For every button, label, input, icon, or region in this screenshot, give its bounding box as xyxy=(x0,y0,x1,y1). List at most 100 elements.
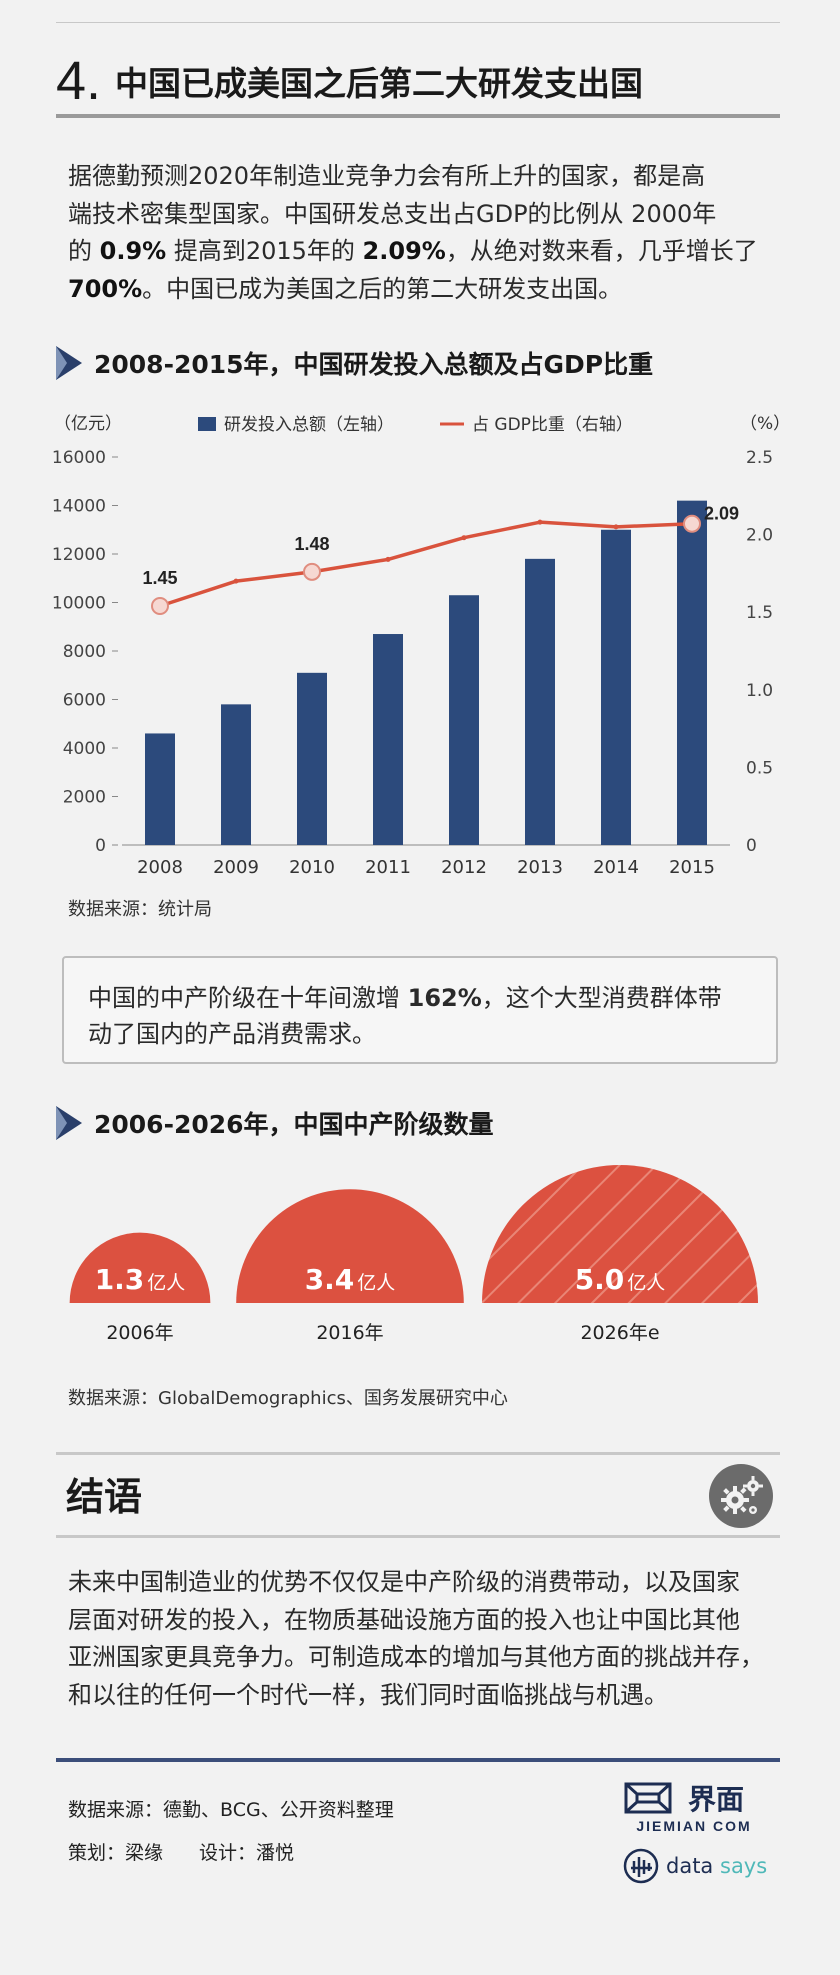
footer-top-rule xyxy=(56,1758,780,1762)
data-says-icon xyxy=(623,1848,659,1884)
bar-2013 xyxy=(525,558,555,845)
conclusion-line: 未来中国制造业的优势不仅仅是中产阶级的消费带动，以及国家 xyxy=(68,1568,740,1596)
x-tick-label: 2011 xyxy=(365,857,411,878)
logo-says-word: says xyxy=(720,1854,768,1878)
x-tick-label: 2010 xyxy=(289,857,335,878)
left-tick-label: 4000 xyxy=(63,739,106,759)
middle-class-callout: 中国的中产阶级在十年间激增 162%，这个大型消费群体带 动了国内的产品消费需求… xyxy=(62,956,778,1064)
chart2-source: 数据来源：GlobalDemographics、国务发展研究中心 xyxy=(68,1388,508,1409)
conclusion-paragraph: 未来中国制造业的优势不仅仅是中产阶级的消费带动，以及国家 层面对研发的投入，在物… xyxy=(68,1564,778,1714)
section-number: 4. xyxy=(56,51,102,111)
intro-text: 。中国已成为美国之后的第二大研发支出国。 xyxy=(142,274,623,303)
chart1-title: 2008-2015年，中国研发投入总额及占GDP比重 xyxy=(94,350,654,379)
middle-class-chart: 1.3 亿人 2006年 3.4 亿人 2016年 5.0 亿人 2026年e xyxy=(69,1165,758,1344)
bar-2011 xyxy=(373,634,403,845)
logo-name: 界面 xyxy=(688,1783,744,1816)
annotation-marker-2008 xyxy=(151,596,169,615)
left-tick-label: 0 xyxy=(95,836,106,856)
footer-source: 数据来源：德勤、BCG、公开资料整理 xyxy=(68,1799,394,1821)
left-tick-label: 14000 xyxy=(52,497,106,517)
right-axis-label: （%） xyxy=(740,414,790,434)
line-point-2012 xyxy=(461,535,467,541)
conclusion-rule xyxy=(56,1535,780,1538)
bar-2014 xyxy=(601,529,631,845)
planner-credit: 策划：梁缘 xyxy=(68,1842,164,1864)
intro-text: 提高到2015年的 xyxy=(166,237,363,265)
triangle-marker-icon xyxy=(56,346,82,380)
line-point-2014 xyxy=(613,524,619,530)
conclusion-line: 层面对研发的投入，在物质基础设施方面的投入也让中国比其他 xyxy=(68,1605,740,1634)
right-tick-label: 2.0 xyxy=(746,526,773,546)
legend-bar-label: 研发投入总额（左轴） xyxy=(224,415,394,435)
section-header: 4. 中国已成美国之后第二大研发支出国 xyxy=(56,40,780,122)
annotation-label-2008: 1.45 xyxy=(142,568,177,588)
intro-line: 据德勤预测2020年制造业竞争力会有所上升的国家，都是高 xyxy=(68,162,706,190)
left-tick-label: 6000 xyxy=(63,691,106,711)
left-tick-label: 16000 xyxy=(52,448,106,468)
intro-text: ，从绝对数来看，几乎增长了 xyxy=(445,237,758,265)
data-says-logo[interactable]: data says xyxy=(622,1846,772,1886)
section-title: 中国已成美国之后第二大研发支出国 xyxy=(115,64,644,103)
left-tick-label: 8000 xyxy=(63,642,106,662)
bar-2010 xyxy=(297,672,327,845)
annotation-marker-2015 xyxy=(683,514,701,533)
chart1-source: 数据来源：统计局 xyxy=(68,899,212,920)
year-label-2016年: 2016年 xyxy=(316,1322,383,1344)
semicircle-2016年 xyxy=(236,1189,464,1303)
logo-url: JIEMIAN COM xyxy=(636,1818,751,1834)
right-tick-label: 0.5 xyxy=(746,758,773,778)
bar-2009 xyxy=(221,704,251,845)
bar-2015 xyxy=(677,500,707,845)
right-tick-label: 0 xyxy=(746,836,757,856)
data-says-text: data says xyxy=(666,1854,767,1878)
intro-text: 的 xyxy=(68,237,100,265)
value-label-2026年e: 5.0 亿人 xyxy=(575,1263,666,1296)
callout-line: 动了国内的产品消费需求。 xyxy=(88,1020,376,1048)
x-tick-label: 2009 xyxy=(213,857,259,878)
logo-data-word: data xyxy=(666,1854,714,1878)
annotation-label-2010: 1.48 xyxy=(294,534,329,554)
annotation-label-2015: 2.09 xyxy=(704,504,739,524)
semicircle-2026年e xyxy=(482,1165,758,1303)
legend-bar-swatch xyxy=(198,417,216,431)
callout-line: 中国的中产阶级在十年间激增 162%，这个大型消费群体带 xyxy=(88,980,752,1016)
value-label-2006年: 1.3 亿人 xyxy=(95,1263,186,1296)
intro-highlight: 700% xyxy=(68,274,143,303)
top-divider xyxy=(56,22,780,23)
conclusion-line: 和以往的任何一个时代一样，我们同时面临挑战与机遇。 xyxy=(68,1680,668,1709)
footer-credits: 策划：梁缘 设计：潘悦 xyxy=(68,1838,294,1865)
value-label-2016年: 3.4 亿人 xyxy=(305,1263,396,1296)
intro-highlight: 0.9% xyxy=(99,237,167,265)
intro-highlight: 2.09% xyxy=(362,237,446,265)
x-tick-label: 2012 xyxy=(441,857,487,878)
gears-icon xyxy=(709,1464,773,1528)
conclusion-line: 亚洲国家更具竞争力。可制造成本的增加与其他方面的挑战并存， xyxy=(68,1643,764,1671)
line-point-2009 xyxy=(233,578,239,584)
legend-line-label: 占 GDP比重（右轴） xyxy=(472,415,633,435)
rd-spending-chart: （亿元） （%） 研发投入总额（左轴） 占 GDP比重（右轴） 16000 14000 12… xyxy=(52,414,790,878)
right-tick-label: 2.5 xyxy=(746,448,773,468)
year-label-2026年e: 2026年e xyxy=(580,1322,659,1344)
conclusion-top-rule xyxy=(56,1452,780,1455)
left-tick-label: 12000 xyxy=(52,545,106,565)
x-tick-label: 2008 xyxy=(137,857,183,878)
intro-line: 700%。中国已成为美国之后的第二大研发支出国。 xyxy=(68,271,778,309)
chart1-header: 2008-2015年，中国研发投入总额及占GDP比重 xyxy=(56,343,653,383)
jiemian-logo[interactable]: 界面 JIEMIAN COM xyxy=(624,1780,764,1836)
annotation-marker-2010 xyxy=(303,562,321,581)
line-point-2011 xyxy=(385,556,391,562)
line-point-2013 xyxy=(537,519,543,525)
left-tick-label: 2000 xyxy=(63,788,106,808)
chart2-title: 2006-2026年，中国中产阶级数量 xyxy=(94,1110,494,1139)
callout-highlight: 162% xyxy=(407,984,482,1012)
left-tick-label: 10000 xyxy=(52,594,106,614)
conclusion-title: 结语 xyxy=(66,1475,143,1519)
left-axis-label: （亿元） xyxy=(54,414,122,434)
bar-2008 xyxy=(145,733,175,845)
callout-text: ，这个大型消费群体带 xyxy=(481,984,722,1012)
x-tick-label: 2013 xyxy=(517,857,563,878)
triangle-marker-icon xyxy=(56,1106,82,1140)
gdp-share-line xyxy=(159,520,693,608)
section-rule xyxy=(56,114,780,118)
right-tick-label: 1.5 xyxy=(746,603,773,623)
